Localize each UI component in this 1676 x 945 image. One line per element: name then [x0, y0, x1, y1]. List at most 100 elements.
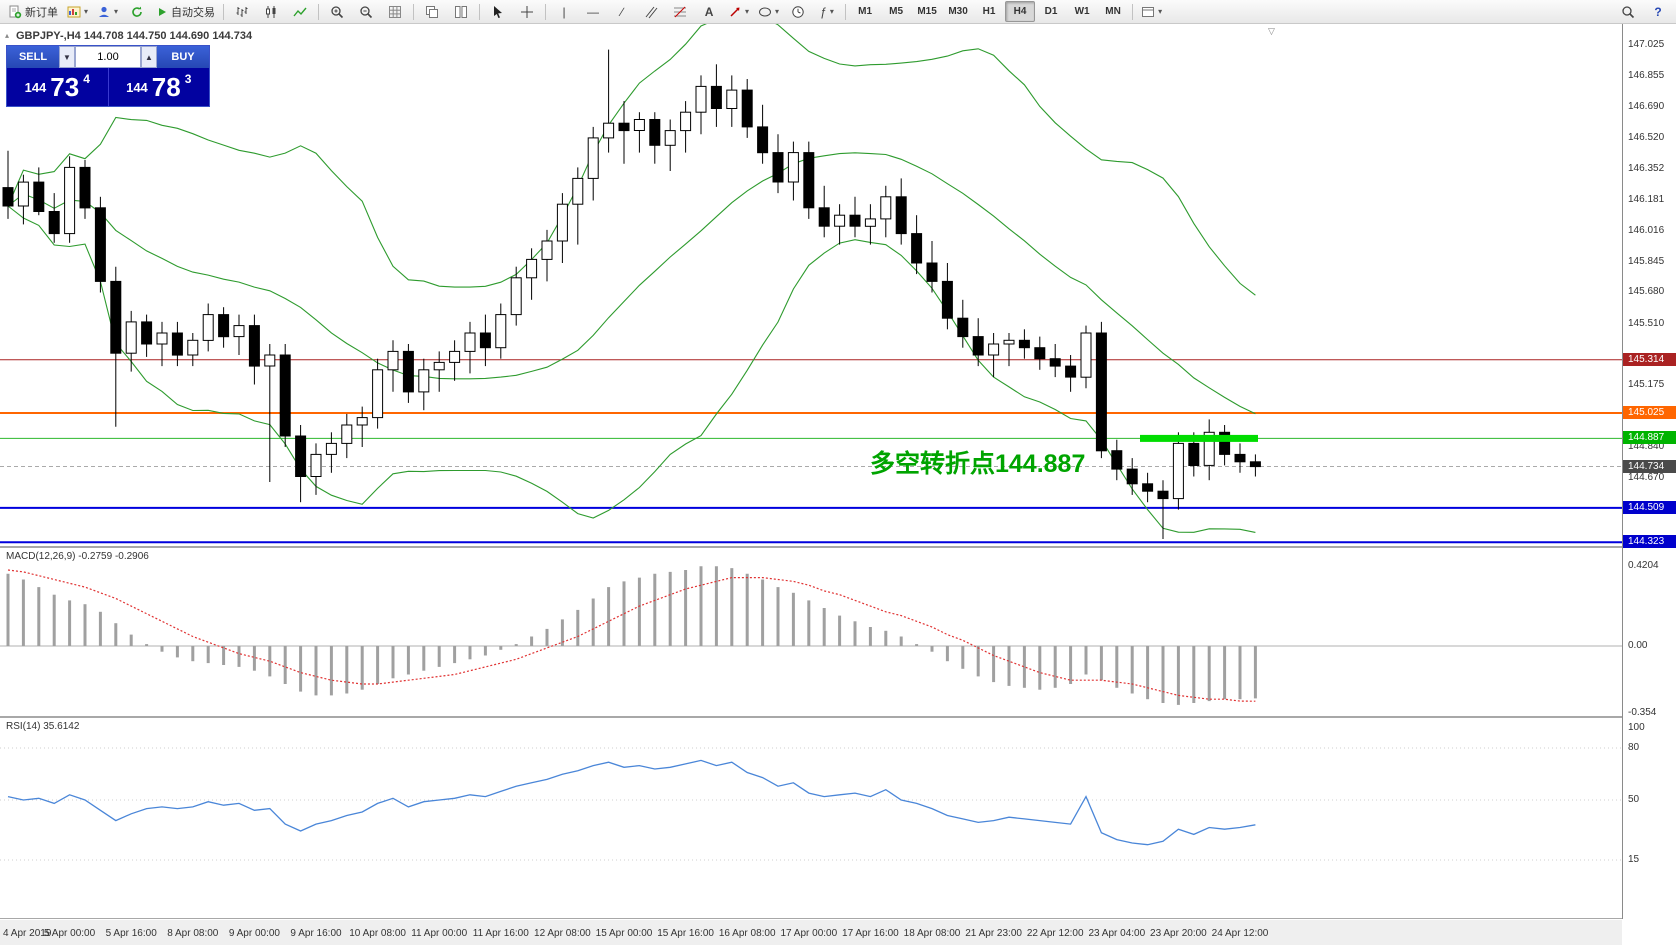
price-axis-badge: 144.734 [1623, 459, 1676, 473]
templates-button[interactable]: ▾ [1137, 1, 1166, 23]
crosshair-tool-button[interactable] [513, 1, 541, 23]
candle-body [464, 332, 476, 352]
toolbar-separator [1132, 3, 1134, 20]
candle-body [1219, 431, 1231, 455]
rsi-canvas[interactable] [0, 718, 1622, 918]
candle-body [264, 354, 276, 367]
line-chart-mode-button[interactable] [286, 1, 314, 23]
sell-button[interactable]: SELL [7, 46, 59, 68]
buy-price-sup: 3 [184, 72, 192, 86]
time-axis-label: 11 Apr 00:00 [411, 928, 468, 939]
trendline-tool-button[interactable]: ∕ [608, 1, 636, 23]
timeframe-button-h1[interactable]: H1 [982, 6, 996, 17]
timeframe-button-m15[interactable]: M15 [917, 6, 937, 17]
sell-price-display[interactable]: 144 73 4 [7, 68, 109, 106]
zoom-out-icon [360, 5, 373, 18]
buy-button[interactable]: BUY [157, 46, 209, 68]
tile-windows-button[interactable] [447, 1, 475, 23]
one-click-collapse-arrow[interactable]: ▴ [5, 31, 10, 40]
timeframe-button-h4[interactable]: H4 [1005, 1, 1036, 22]
vertical-line-tool-button[interactable]: | [550, 1, 578, 23]
main-chart-canvas[interactable] [0, 24, 1622, 546]
indicators-icon: ƒ [820, 4, 827, 19]
candle-body [957, 317, 969, 338]
new-order-button[interactable]: 新订单 [4, 1, 62, 23]
search-button[interactable] [1614, 1, 1642, 23]
dropdown-caret: ▾ [114, 7, 119, 16]
time-axis[interactable]: 4 Apr 2019 5 Apr 00:00 5 Apr 16:00 8 Apr 08… [0, 920, 1622, 945]
rsi-axis-label: 50 [1628, 794, 1640, 805]
candle-body [787, 152, 799, 183]
macd-panel[interactable] [0, 548, 1622, 716]
price-axis-label: 145.680 [1628, 286, 1665, 298]
dropdown-caret: ▾ [84, 7, 89, 16]
macd-canvas[interactable] [0, 548, 1622, 716]
autotrading-button[interactable]: 自动交易 [152, 1, 219, 23]
timeframe-button-m30[interactable]: M30 [948, 6, 968, 17]
rsi-axis-label: 100 [1628, 722, 1645, 733]
shapes-tool-button[interactable]: ▾ [754, 1, 783, 23]
candle-body [1249, 461, 1261, 468]
bar-chart-mode-button[interactable] [228, 1, 256, 23]
candle-body [726, 89, 738, 109]
zoom-in-button[interactable] [323, 1, 351, 23]
candlestick-mode-button[interactable] [257, 1, 285, 23]
grid-button[interactable] [381, 1, 409, 23]
indicators-button[interactable]: ƒ ▾ [813, 1, 841, 23]
timeframe-button-m1[interactable]: M1 [858, 6, 873, 17]
fibonacci-tool-button[interactable] [666, 1, 694, 23]
candle-body [664, 130, 676, 146]
macd-axis-label: 0.00 [1628, 640, 1648, 651]
timeframe-button-d1[interactable]: D1 [1044, 6, 1058, 17]
buy-price-display[interactable]: 144 78 3 [109, 68, 210, 106]
volume-decrease-button[interactable]: ▼ [59, 46, 75, 68]
volume-input[interactable] [75, 46, 141, 68]
candle-body [48, 211, 60, 235]
candle-body [141, 321, 153, 345]
candle-body [972, 336, 984, 356]
clock-button[interactable] [784, 1, 812, 23]
channel-tool-button[interactable] [637, 1, 665, 23]
candle-body [710, 85, 722, 110]
candle-body [757, 126, 769, 154]
cascade-windows-button[interactable] [418, 1, 446, 23]
refresh-button[interactable] [123, 1, 151, 23]
timeframe-button-mn[interactable]: MN [1105, 6, 1121, 17]
trendline-icon: ∕ [621, 4, 624, 19]
crosshair-icon [521, 5, 534, 18]
cursor-tool-button[interactable] [484, 1, 512, 23]
price-axis-label: 146.520 [1628, 131, 1665, 143]
candle-body [1003, 339, 1015, 345]
candle-body [248, 325, 260, 367]
text-tool-button[interactable]: A [695, 1, 723, 23]
timeframe-button-m5[interactable]: M5 [889, 6, 904, 17]
candle-body [618, 122, 630, 132]
zoom-out-button[interactable] [352, 1, 380, 23]
help-button[interactable]: ? [1644, 1, 1672, 23]
horizontal-line-tool-button[interactable]: — [579, 1, 607, 23]
chart-annotation: 多空转折点144.887 [870, 450, 1086, 478]
new-chart-button[interactable]: ▾ [63, 1, 92, 23]
candle-body [218, 314, 230, 338]
candle-body [1172, 442, 1184, 500]
chart-shift-marker[interactable]: ▽ [1268, 26, 1275, 36]
time-axis-label: 4 Apr 2019 [3, 928, 52, 939]
toolbar-separator [318, 3, 320, 20]
candle-body [372, 369, 384, 419]
panel-separator[interactable] [0, 546, 1676, 548]
price-axis[interactable]: 147.025 146.855 146.690 146.520 146.352 146.1… [1622, 24, 1676, 919]
rsi-line [7, 759, 1256, 846]
arrow-tool-button[interactable]: ▾ [724, 1, 753, 23]
rsi-panel[interactable] [0, 718, 1622, 918]
timeframe-button-w1[interactable]: W1 [1074, 6, 1090, 17]
main-chart-panel[interactable] [0, 24, 1622, 546]
highlight-level-segment[interactable] [1140, 434, 1258, 442]
panel-separator[interactable] [0, 716, 1676, 718]
candle-body [402, 350, 414, 393]
profiles-button[interactable]: ▾ [93, 1, 122, 23]
sell-price-sup: 4 [83, 72, 90, 86]
dropdown-caret: ▾ [745, 7, 750, 16]
candle-body [741, 89, 753, 128]
candle-body [603, 122, 615, 139]
volume-increase-button[interactable]: ▲ [141, 46, 157, 68]
